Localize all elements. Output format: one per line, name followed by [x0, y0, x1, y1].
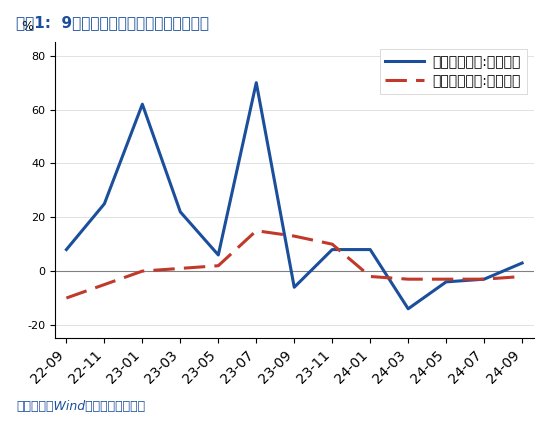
公共财政收入:累计同比 [481, 277, 487, 282]
公共财政收入:当月同比 [329, 247, 336, 252]
公共财政收入:累计同比 [63, 296, 70, 301]
公共财政收入:当月同比 [177, 209, 184, 214]
公共财政收入:累计同比 [443, 277, 449, 282]
Line: 公共财政收入:当月同比: 公共财政收入:当月同比 [67, 82, 522, 309]
Text: 资料来源：Wind，国盛证券研究所: 资料来源：Wind，国盛证券研究所 [16, 400, 146, 413]
公共财政收入:当月同比 [367, 247, 373, 252]
Line: 公共财政收入:累计同比: 公共财政收入:累计同比 [67, 231, 522, 298]
公共财政收入:当月同比 [519, 261, 525, 266]
Text: 图表1:  9月一般公共财政收入同比降幅收窄: 图表1: 9月一般公共财政收入同比降幅收窄 [16, 15, 210, 30]
公共财政收入:累计同比 [291, 233, 298, 239]
公共财政收入:当月同比 [481, 277, 487, 282]
Text: %: % [21, 20, 34, 33]
公共财政收入:当月同比 [63, 247, 70, 252]
公共财政收入:当月同比 [253, 80, 260, 85]
公共财政收入:当月同比 [215, 253, 222, 258]
公共财政收入:累计同比 [329, 242, 336, 247]
公共财政收入:当月同比 [139, 102, 146, 107]
公共财政收入:累计同比 [101, 282, 108, 287]
公共财政收入:当月同比 [405, 306, 411, 311]
公共财政收入:累计同比 [405, 277, 411, 282]
公共财政收入:累计同比 [367, 274, 373, 279]
公共财政收入:累计同比 [139, 269, 146, 274]
公共财政收入:累计同比 [519, 274, 525, 279]
公共财政收入:当月同比 [101, 201, 108, 206]
公共财政收入:累计同比 [215, 263, 222, 268]
公共财政收入:当月同比 [443, 279, 449, 284]
公共财政收入:当月同比 [291, 285, 298, 290]
Legend: 公共财政收入:当月同比, 公共财政收入:累计同比: 公共财政收入:当月同比, 公共财政收入:累计同比 [380, 49, 526, 94]
公共财政收入:累计同比 [253, 228, 260, 233]
公共财政收入:累计同比 [177, 266, 184, 271]
